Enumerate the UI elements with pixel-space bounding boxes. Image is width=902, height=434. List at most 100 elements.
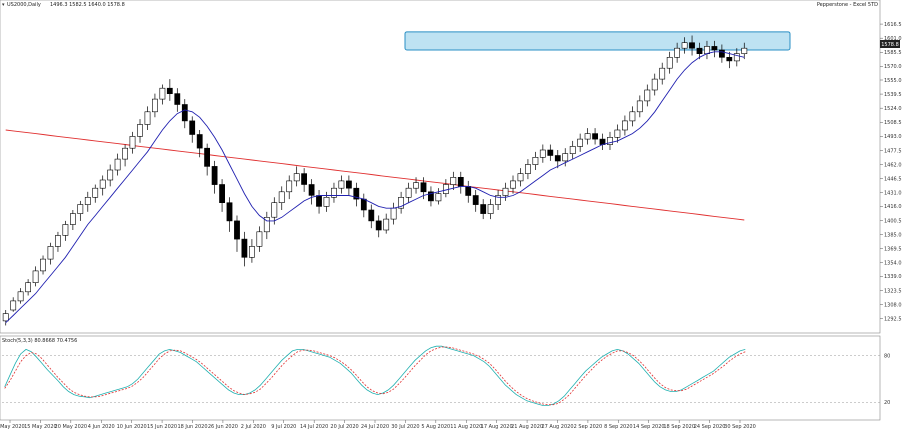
candle-body — [711, 46, 718, 51]
candle-body — [689, 42, 695, 49]
candle-body — [450, 177, 457, 185]
candle — [435, 188, 442, 205]
candle-body — [40, 258, 46, 272]
candle — [405, 182, 412, 203]
candle — [539, 144, 546, 163]
candle — [741, 42, 748, 60]
candle — [211, 160, 218, 194]
x-tick-label: 2 Jul 2020 — [241, 424, 266, 430]
candle-body — [152, 98, 158, 113]
candle — [166, 79, 173, 101]
x-tick-label: 15 Jun 2020 — [147, 424, 177, 430]
candle — [54, 231, 61, 252]
y-tick-label: 1400.5 — [884, 218, 902, 224]
candle — [644, 84, 651, 107]
candle-body — [10, 300, 17, 311]
candle — [547, 144, 554, 161]
candle-body — [25, 282, 31, 293]
candle-body — [584, 133, 591, 140]
oscillator-levels: 80 20 — [2, 353, 890, 406]
candle — [733, 48, 740, 67]
candle — [144, 106, 151, 130]
y-tick-label: 1508.5 — [884, 120, 902, 126]
candle — [25, 279, 31, 296]
candle — [562, 148, 569, 167]
candle — [293, 166, 300, 187]
candle-body — [621, 120, 628, 131]
candle-body — [144, 111, 151, 125]
candle-body — [353, 187, 360, 200]
candle-body — [510, 180, 516, 189]
x-tick-label: 30 Sep 2020 — [724, 424, 756, 430]
ma-slow-layer — [5, 129, 745, 221]
candle — [524, 159, 531, 180]
candle — [189, 116, 196, 143]
candle-body — [718, 49, 725, 58]
candle-body — [249, 246, 255, 258]
candle — [726, 51, 733, 69]
x-tick-label: 20 Jul 2020 — [330, 424, 358, 430]
candle-body — [256, 231, 263, 247]
candle-body — [666, 56, 673, 69]
candle-body — [62, 224, 69, 236]
candle — [621, 115, 628, 136]
candle-body — [636, 100, 643, 113]
candle — [487, 199, 494, 220]
candle-body — [435, 193, 442, 202]
candle-body — [726, 56, 733, 62]
oscillator-layer — [4, 345, 746, 406]
candle — [256, 226, 263, 252]
candle-body — [32, 270, 39, 283]
y-tick-label: 1570.0 — [884, 64, 902, 70]
candle — [278, 186, 285, 210]
candle-body — [308, 184, 315, 196]
osc-tick-label: 80 — [884, 353, 890, 359]
candle — [659, 62, 666, 85]
candle-body — [472, 195, 479, 205]
candle — [62, 220, 69, 241]
candle — [263, 211, 270, 240]
candle-body — [114, 158, 121, 171]
candle-body — [480, 204, 487, 214]
candle — [577, 133, 583, 152]
candle-body — [84, 197, 91, 205]
candle-body — [234, 220, 240, 240]
candle-body — [383, 218, 390, 231]
chart-ohlc: 1496.3 1582.5 1640.0 1578.8 — [50, 2, 125, 8]
candle-body — [674, 47, 680, 58]
candle-body — [99, 179, 106, 189]
ma-slow-line — [5, 129, 745, 221]
candle-body — [181, 104, 188, 122]
x-tick-label: 10 Jun 2020 — [117, 424, 147, 430]
collapse-icon[interactable]: ▾ — [2, 2, 5, 8]
ma-fast-line — [5, 51, 745, 324]
candle-body — [219, 184, 225, 204]
candle-body — [286, 180, 293, 193]
candle — [84, 191, 91, 212]
osc-line-main — [4, 345, 746, 406]
candle-body — [457, 177, 464, 187]
candle — [584, 128, 591, 145]
candle — [204, 143, 210, 176]
candle-body — [704, 46, 710, 55]
x-tick-label: 30 Jul 2020 — [391, 424, 419, 430]
candle-body — [405, 187, 412, 198]
price-tag: 1578.8 — [881, 42, 899, 48]
x-tick-label: 8 May 2020 — [0, 424, 25, 430]
candle-body — [70, 213, 76, 225]
candle-body — [420, 182, 427, 193]
candle — [92, 184, 99, 203]
candle-body — [166, 87, 173, 94]
candle — [450, 171, 457, 190]
y-tick-label: 1462.0 — [884, 162, 902, 168]
x-tick-label: 8 Sep 2020 — [604, 424, 633, 430]
x-tick-label: 21 Aug 2020 — [511, 424, 543, 430]
candle — [696, 42, 703, 60]
candle — [114, 153, 121, 176]
candle — [77, 200, 84, 221]
candle-body — [592, 133, 598, 140]
candle-body — [547, 149, 554, 156]
y-axis: 1616.5 1601.0 1585.5 1570.0 1555.0 1539.5 1524… — [880, 22, 902, 322]
candle-body — [524, 164, 531, 174]
